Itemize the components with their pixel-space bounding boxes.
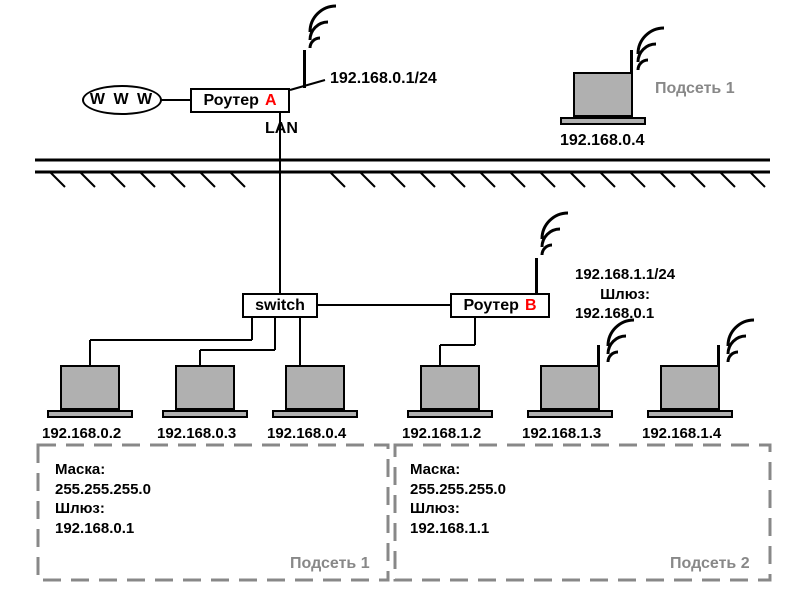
device-4-ip: 192.168.1.2 (402, 425, 481, 442)
subnet1-info: Маска: 255.255.255.0 Шлюз: 192.168.0.1 (55, 460, 151, 538)
router-b-gw-label: Шлюз: (575, 285, 675, 305)
device-5-ip: 192.168.1.3 (522, 425, 601, 442)
device-6-ip: 192.168.1.4 (642, 425, 721, 442)
subnet1-gw-label: Шлюз: (55, 499, 151, 519)
switch-label: switch (255, 297, 305, 315)
router-a-ip: 192.168.0.1/24 (330, 70, 437, 88)
subnet2-mask: 255.255.255.0 (410, 480, 506, 500)
www-label: W W W (90, 91, 154, 109)
subnet2-mask-label: Маска: (410, 460, 506, 480)
subnet2-gw-label: Шлюз: (410, 499, 506, 519)
router-b-ip: 192.168.1.1/24 (575, 265, 675, 285)
device-1-ip: 192.168.0.2 (42, 425, 121, 442)
subnet1-bottom-label: Подсеть 1 (290, 555, 370, 573)
device-2-ip: 192.168.0.3 (157, 425, 236, 442)
switch: switch (242, 293, 318, 318)
lan-label: LAN (265, 120, 298, 138)
www-node: W W W (82, 85, 162, 115)
subnet2-bottom-label: Подсеть 2 (670, 555, 750, 573)
router-a-letter: A (265, 92, 277, 110)
subnet2-gw: 192.168.1.1 (410, 519, 506, 539)
router-a: Роутер A (190, 88, 290, 113)
router-b-letter: B (525, 297, 537, 315)
device-3-ip: 192.168.0.4 (267, 425, 346, 442)
router-b-label: Роутер (464, 297, 519, 315)
subnet2-info: Маска: 255.255.255.0 Шлюз: 192.168.1.1 (410, 460, 506, 538)
router-b-gw: 192.168.0.1 (575, 304, 675, 324)
router-b-info: 192.168.1.1/24 Шлюз: 192.168.0.1 (575, 265, 675, 324)
router-b: Роутер B (450, 293, 550, 318)
subnet1-mask-label: Маска: (55, 460, 151, 480)
top-device-ip: 192.168.0.4 (560, 132, 645, 150)
subnet1-top-label: Подсеть 1 (655, 80, 735, 98)
router-b-antenna (535, 258, 538, 293)
subnet1-gw: 192.168.0.1 (55, 519, 151, 539)
router-a-label: Роутер (204, 92, 259, 110)
subnet1-mask: 255.255.255.0 (55, 480, 151, 500)
router-a-antenna (303, 50, 306, 88)
